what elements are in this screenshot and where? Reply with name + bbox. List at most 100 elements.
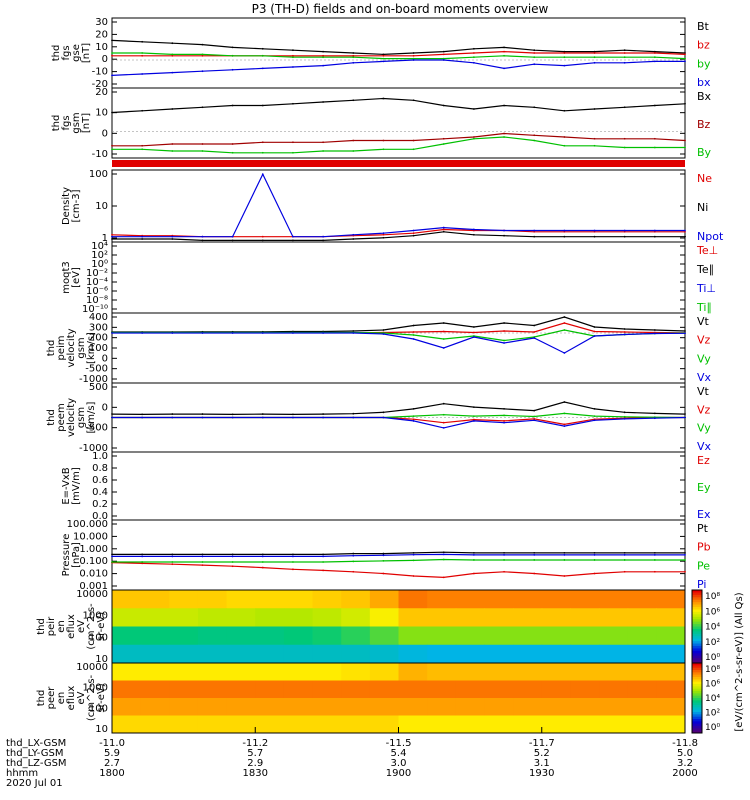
colorbar-cell [692,691,702,694]
data-point [563,401,566,403]
data-point [593,56,596,59]
legend-ti-: Ti⊥ [696,282,716,295]
heatmap-cell [112,608,142,627]
colorbar-cell [692,641,702,645]
data-point [623,235,626,238]
data-point [623,52,626,54]
series-line-bz [112,50,686,57]
data-point [201,413,204,415]
data-point [472,326,475,328]
colorbar-cell [692,672,702,676]
heatmap-cell [112,680,142,699]
data-point [593,235,596,238]
data-point [171,54,174,57]
data-point [292,568,294,571]
data-point [503,136,505,138]
footer-value: 2.9 [247,758,263,769]
data-point [171,555,174,558]
y-axis-label-line: velocity [66,328,77,367]
data-point [472,415,475,418]
data-point [684,330,686,332]
heatmap-cell [427,680,457,699]
heatmap-cell [197,663,228,681]
heatmap-cell [197,644,228,664]
heatmap-cell [283,626,314,646]
data-point [171,238,174,240]
data-point [442,402,445,405]
series-line-pt [112,551,685,556]
data-point [111,52,113,54]
data-point [593,554,596,556]
heatmap-cell [169,626,199,646]
heatmap-cell [369,680,399,699]
colorbar-cell [692,723,702,727]
data-point [593,52,596,54]
colorbar-cell [692,592,702,596]
heatmap-cell [398,644,428,664]
y-tick-label: -1000 [79,374,108,385]
colorbar-cell [692,679,702,683]
data-point [171,553,174,556]
data-point [111,235,113,238]
colorbar-cell [692,674,702,678]
data-point [382,139,385,142]
data-point [382,416,385,419]
data-point [382,97,385,100]
data-point [593,61,596,64]
data-point [533,415,536,418]
y-axis-label-line: eflux [66,686,77,711]
data-point [322,416,325,419]
colorbar-cell [692,614,702,618]
data-point [563,551,566,554]
data-point [623,551,626,554]
colorbar-tick-label: 10⁶ [705,607,720,617]
data-point [201,239,204,242]
heatmap-cell [112,644,142,664]
y-tick-label: 1000 [83,683,108,694]
data-point [322,64,325,67]
heatmap-cell [656,715,686,734]
data-point [412,338,415,340]
data-point [322,569,325,572]
data-point [503,67,505,70]
data-point [352,61,355,64]
data-point [201,416,204,419]
series-line-bx [111,97,686,114]
data-point [623,559,626,561]
data-point [352,52,355,54]
data-point [382,554,385,557]
heatmap-cell [197,590,228,609]
data-point [503,551,505,554]
legend-pb: Pb [697,541,711,554]
data-point [593,335,596,337]
colorbar-cell [692,628,702,632]
colorbar-tick-label: 10⁴ [705,694,720,704]
data-point [292,49,294,52]
heatmap-cell [255,715,285,734]
y-tick-label: 0.4 [92,487,108,498]
colorbar-cell [692,599,702,603]
data-point [563,575,566,577]
data-point [141,144,144,147]
colorbar-cell [692,638,702,642]
y-tick-label: 100 [89,343,108,354]
data-point [533,106,536,109]
heatmap-cell [398,698,428,716]
y-axis-label-line: (cm^2-s- [86,674,97,721]
data-point [201,143,204,145]
data-point [412,54,415,57]
data-point [412,99,415,102]
series-line-vt [111,401,686,416]
heatmap-cell [541,715,571,734]
colorbar-cell [692,709,702,713]
colorbar-cell [692,633,702,637]
colorbar-cell [692,677,702,680]
y-axis-label-line: thd [36,618,47,635]
heatmap-cell [599,608,629,627]
y-axis-label: thdpeirenefluxeV(cm^2-s-sr-eV) [36,603,107,650]
heatmap-cell [369,626,399,646]
data-point [111,39,113,42]
legend-vx: Vx [697,371,712,384]
y-axis-label-line: gse [71,44,82,62]
data-point [141,238,144,240]
